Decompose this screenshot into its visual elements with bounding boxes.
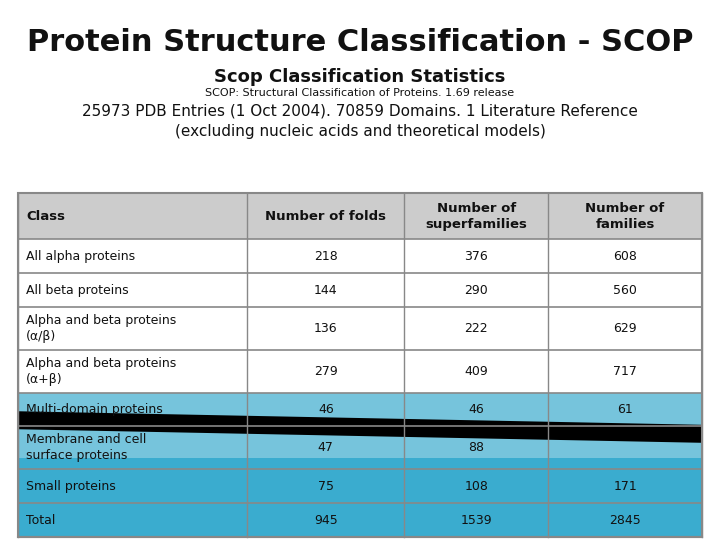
- Text: Number of
superfamilies: Number of superfamilies: [426, 201, 527, 231]
- Text: 75: 75: [318, 480, 334, 492]
- Text: 88: 88: [468, 441, 485, 454]
- Text: 222: 222: [464, 322, 488, 335]
- Text: 2845: 2845: [609, 514, 641, 526]
- Text: Number of folds: Number of folds: [265, 210, 387, 222]
- Text: 136: 136: [314, 322, 338, 335]
- Text: 46: 46: [318, 403, 333, 416]
- Text: Alpha and beta proteins
(α+β): Alpha and beta proteins (α+β): [26, 357, 176, 386]
- Bar: [18, 193, 702, 239]
- Bar: [18, 273, 702, 307]
- Text: 171: 171: [613, 480, 637, 492]
- Text: 290: 290: [464, 284, 488, 296]
- Text: All beta proteins: All beta proteins: [26, 284, 129, 296]
- Text: 717: 717: [613, 364, 637, 378]
- Text: 945: 945: [314, 514, 338, 526]
- Polygon shape: [18, 411, 702, 443]
- Text: 1539: 1539: [461, 514, 492, 526]
- Text: 108: 108: [464, 480, 488, 492]
- Text: 608: 608: [613, 250, 637, 263]
- Text: 629: 629: [613, 322, 637, 335]
- Bar: [18, 393, 702, 537]
- Text: 409: 409: [464, 364, 488, 378]
- Text: All alpha proteins: All alpha proteins: [26, 250, 135, 263]
- Bar: [18, 393, 702, 457]
- Text: Class: Class: [26, 210, 65, 222]
- Text: Membrane and cell
surface proteins: Membrane and cell surface proteins: [26, 434, 146, 462]
- Text: 279: 279: [314, 364, 338, 378]
- Text: Alpha and beta proteins
(α/β): Alpha and beta proteins (α/β): [26, 314, 176, 343]
- Text: Number of
families: Number of families: [585, 201, 665, 231]
- Text: 61: 61: [617, 403, 633, 416]
- Bar: [18, 307, 702, 350]
- Bar: [18, 193, 702, 537]
- Text: Small proteins: Small proteins: [26, 480, 116, 492]
- Text: SCOP: Structural Classification of Proteins. 1.69 release: SCOP: Structural Classification of Prote…: [205, 88, 515, 98]
- Text: 25973 PDB Entries (1 Oct 2004). 70859 Domains. 1 Literature Reference
(excluding: 25973 PDB Entries (1 Oct 2004). 70859 Do…: [82, 103, 638, 139]
- Text: Total: Total: [26, 514, 55, 526]
- Text: Protein Structure Classification - SCOP: Protein Structure Classification - SCOP: [27, 28, 693, 57]
- Text: Multi-domain proteins: Multi-domain proteins: [26, 403, 163, 416]
- Text: 46: 46: [469, 403, 484, 416]
- Text: 144: 144: [314, 284, 338, 296]
- Text: 560: 560: [613, 284, 637, 296]
- Bar: [18, 350, 702, 393]
- Text: 218: 218: [314, 250, 338, 263]
- Text: 47: 47: [318, 441, 334, 454]
- Text: Scop Classification Statistics: Scop Classification Statistics: [215, 68, 505, 86]
- Text: 376: 376: [464, 250, 488, 263]
- Bar: [18, 239, 702, 273]
